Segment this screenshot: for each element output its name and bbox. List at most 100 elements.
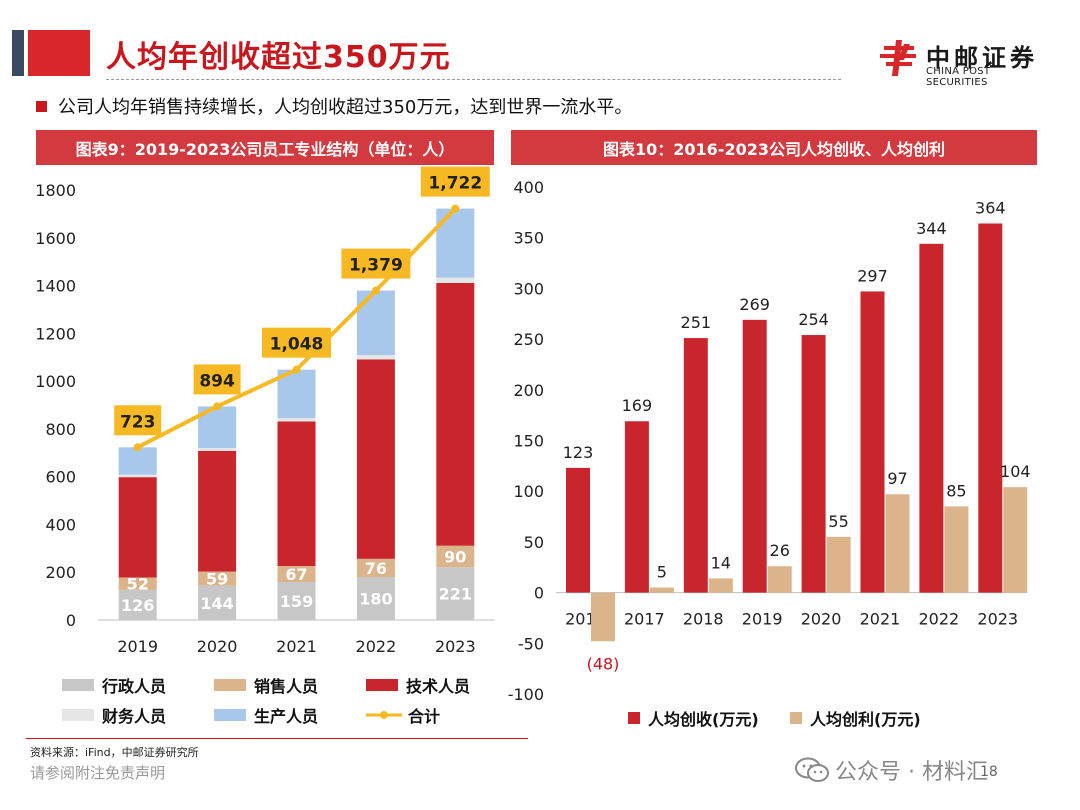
x-tick-label: 2021 [276, 637, 317, 656]
y-tick-label: 1400 [35, 277, 76, 296]
bar-admin [198, 585, 237, 620]
logo-chinese-name: 中邮证券 [926, 44, 1038, 72]
legend-label-tech: 技术人员 [406, 677, 471, 696]
data-label-profit: 14 [711, 553, 731, 572]
x-tick-label: 2017 [624, 610, 665, 629]
legend-swatch-revenue [628, 712, 640, 724]
data-label-tech: 269 [739, 295, 770, 314]
legend-item-production: 生产人员 [214, 703, 318, 727]
legend-item-revenue: 人均创收(万元) [628, 706, 759, 730]
data-label-admin: 180 [359, 590, 392, 609]
data-label-sales: 90 [444, 547, 466, 566]
data-label-tech: 297 [857, 266, 888, 285]
y-tick-label: -100 [508, 685, 544, 704]
data-label-tech: 123 [563, 443, 594, 462]
y-tick-label: -50 [518, 634, 544, 653]
legend-label-production: 生产人员 [254, 707, 319, 726]
chart9-header: 图表9：2019-2023公司员工专业结构（单位：人） [36, 130, 494, 165]
disclaimer-link[interactable]: 请参阅附注免责声明 [30, 764, 166, 782]
bar-tech [742, 319, 767, 593]
bar-profit [767, 566, 792, 593]
y-tick-label: 50 [524, 533, 544, 552]
chart10-header: 图表10：2016-2023公司人均创收、人均创利 [511, 130, 1037, 165]
page-title: 人均年创收超过350万元 [106, 40, 451, 75]
bar-tech [624, 421, 649, 593]
y-tick-label: 400 [45, 515, 76, 534]
total-label: 723 [120, 412, 156, 432]
data-label-sales: 59 [206, 570, 228, 589]
y-tick-label: 1200 [35, 324, 76, 343]
data-label-tech: 169 [622, 396, 653, 415]
bar-tech [118, 477, 157, 578]
data-label-sales: 52 [127, 575, 149, 594]
legend-label-finance: 财务人员 [102, 707, 167, 726]
legend-swatch-sales [214, 679, 246, 691]
watermark-text: 公众号 · 材料汇 [835, 760, 988, 785]
total-label-box [193, 364, 241, 395]
legend-label-revenue: 人均创收(万元) [648, 710, 759, 729]
bar-profit [591, 592, 615, 642]
data-label-profit: 26 [770, 541, 790, 560]
bar-finance [277, 418, 316, 422]
bar-tech [801, 335, 826, 593]
bar-sales [118, 577, 157, 590]
y-tick-label: 1000 [35, 372, 76, 391]
total-label-box [262, 327, 331, 358]
bar-tech [198, 450, 237, 572]
legend-item-finance: 财务人员 [62, 703, 166, 727]
bar-tech [978, 223, 1003, 593]
y-tick-label: 600 [45, 468, 76, 487]
title-accent-bar-blue [12, 30, 24, 76]
total-point [133, 443, 142, 452]
bar-finance [118, 474, 157, 478]
bar-tech [277, 421, 316, 567]
bar-profit [944, 506, 969, 593]
legend-item-admin: 行政人员 [62, 673, 166, 697]
bar-sales [356, 558, 395, 577]
logo-english-name: CHINA POST SECURITIES [926, 66, 991, 88]
bar-profit [649, 587, 674, 593]
data-label-admin: 126 [121, 596, 154, 615]
bar-profit [885, 494, 910, 593]
x-tick-label: 2022 [918, 610, 959, 629]
bar-profit [826, 536, 851, 593]
y-tick-label: 1800 [35, 181, 76, 200]
data-label-sales: 76 [365, 559, 387, 578]
x-tick-label: 2023 [977, 610, 1018, 629]
y-tick-label: 350 [513, 229, 544, 248]
total-point [213, 402, 222, 411]
y-tick-label: 250 [513, 330, 544, 349]
y-tick-label: 0 [534, 584, 544, 603]
x-tick-label: 2023 [435, 637, 476, 656]
data-label-admin: 144 [200, 594, 233, 613]
data-label-admin: 159 [280, 592, 313, 611]
legend-item-total: 合计 [366, 703, 440, 727]
x-tick-label: 2021 [860, 610, 901, 629]
y-tick-label: 1600 [35, 229, 76, 248]
source-note: 资料来源：iFind，中邮证券研究所 [30, 746, 199, 759]
bar-admin [277, 582, 316, 620]
data-label-tech: 364 [975, 199, 1006, 218]
data-label-admin: 221 [439, 585, 472, 604]
legend-line-total-icon [366, 711, 402, 719]
bar-tech [436, 282, 475, 546]
data-label-profit: 85 [946, 481, 966, 500]
bar-sales [436, 545, 475, 568]
legend-item-profit: 人均创利(万元) [790, 706, 921, 730]
y-tick-label: 150 [513, 432, 544, 451]
legend-swatch-tech [366, 679, 398, 691]
data-label-tech: 251 [681, 313, 712, 332]
bar-tech [919, 243, 944, 593]
title-divider [106, 79, 841, 80]
data-label-profit: 104 [1000, 462, 1031, 481]
page-number: 18 [980, 764, 998, 780]
x-tick-label: 2019 [742, 610, 783, 629]
bar-admin [356, 577, 395, 620]
logo-emblem-icon [880, 40, 916, 76]
bullet-marker [36, 101, 47, 112]
bar-sales [198, 571, 237, 586]
bar-finance [436, 277, 475, 283]
x-tick-label: 2018 [683, 610, 724, 629]
legend-label-total: 合计 [408, 707, 441, 726]
